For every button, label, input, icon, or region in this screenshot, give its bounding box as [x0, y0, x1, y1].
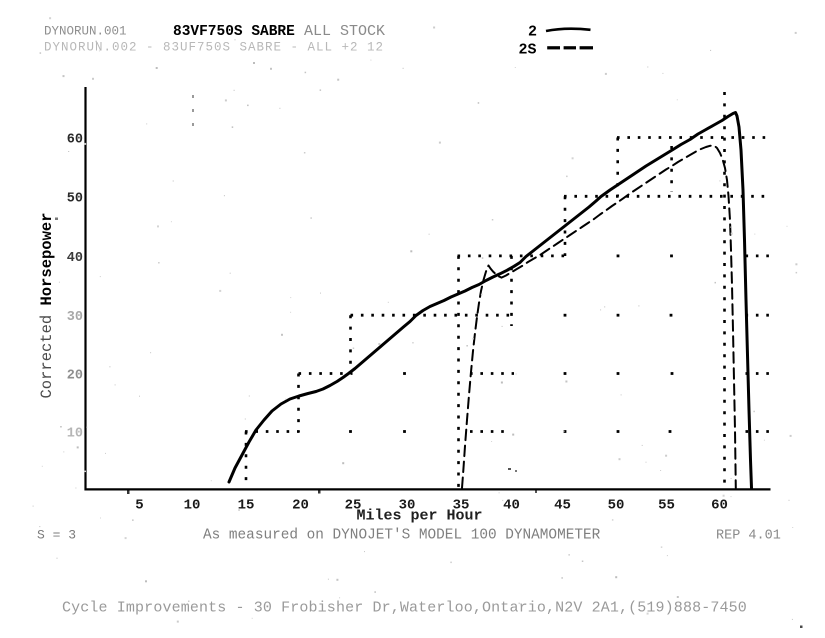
- svg-text:Miles per Hour: Miles per Hour: [356, 508, 482, 525]
- svg-text:DYNORUN.001: DYNORUN.001: [44, 25, 127, 39]
- svg-text:10: 10: [67, 427, 83, 442]
- svg-text:15: 15: [238, 498, 255, 514]
- svg-text:40: 40: [67, 251, 83, 266]
- svg-text:REP 4.01: REP 4.01: [716, 529, 781, 544]
- svg-text:30: 30: [399, 498, 416, 514]
- svg-text:30: 30: [67, 310, 83, 325]
- svg-text:50: 50: [608, 498, 625, 514]
- svg-text:2S: 2S: [519, 42, 537, 59]
- svg-text:S = 3: S = 3: [37, 528, 76, 543]
- svg-text:2: 2: [528, 24, 537, 41]
- svg-text:40: 40: [503, 498, 520, 514]
- svg-text:50: 50: [67, 191, 83, 206]
- svg-text:DYNORUN.002 - 83UF750S SABRE -: DYNORUN.002 - 83UF750S SABRE - ALL +2 12: [44, 41, 384, 55]
- svg-text:35: 35: [453, 498, 470, 514]
- svg-text:20: 20: [67, 369, 83, 384]
- svg-text:60: 60: [67, 133, 83, 148]
- svg-text:Corrected Horsepower: Corrected Horsepower: [38, 212, 56, 398]
- svg-text:20: 20: [292, 498, 309, 514]
- svg-text:25: 25: [345, 498, 362, 514]
- svg-text:60: 60: [711, 498, 728, 514]
- svg-text:As measured on DYNOJET'S MODEL: As measured on DYNOJET'S MODEL 100 DYNAM…: [203, 528, 601, 544]
- svg-text:55: 55: [658, 498, 675, 514]
- svg-text:83VF750S SABRE: 83VF750S SABRE: [173, 24, 295, 40]
- svg-text:45: 45: [554, 498, 571, 514]
- svg-text:10: 10: [184, 498, 201, 514]
- svg-text:5: 5: [135, 498, 143, 514]
- svg-text:ALL STOCK: ALL STOCK: [304, 23, 385, 40]
- svg-text:Cycle Improvements - 30 Frobis: Cycle Improvements - 30 Frobisher Dr,Wat…: [62, 600, 747, 617]
